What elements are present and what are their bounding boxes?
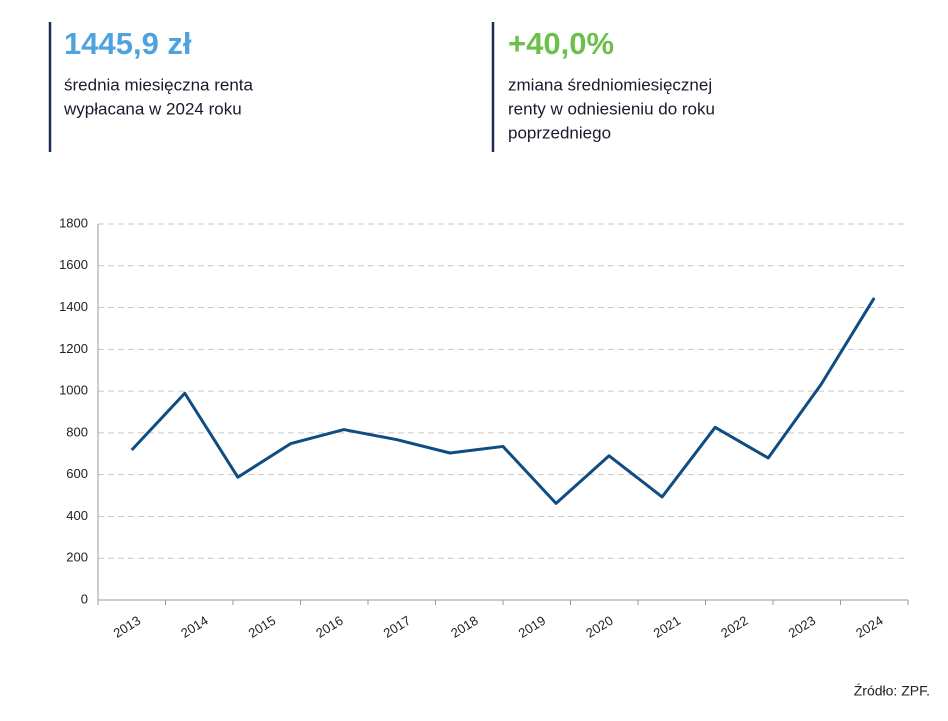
kpi-description: poprzedniego xyxy=(508,123,611,142)
x-tick-label: 2016 xyxy=(313,613,345,641)
y-tick-label: 1600 xyxy=(59,257,88,272)
x-tick-label: 2019 xyxy=(516,613,548,641)
y-tick-label: 400 xyxy=(66,508,88,523)
data-line xyxy=(130,297,876,505)
x-tick-label: 2021 xyxy=(651,613,683,641)
y-tick-label: 1800 xyxy=(59,215,88,230)
kpi-description: renty w odniesieniu do roku xyxy=(508,99,715,118)
x-tick-label: 2018 xyxy=(448,613,480,641)
kpi-description: średnia miesięczna renta xyxy=(64,75,254,94)
x-tick-label: 2022 xyxy=(718,613,750,641)
x-tick-label: 2024 xyxy=(853,613,885,641)
x-tick-label: 2020 xyxy=(583,613,615,641)
kpi-value: 1445,9 zł xyxy=(64,26,192,61)
y-tick-label: 1200 xyxy=(59,341,88,356)
y-tick-label: 0 xyxy=(81,591,88,606)
y-tick-label: 800 xyxy=(66,424,88,439)
x-tick-label: 2013 xyxy=(111,613,143,641)
y-tick-label: 600 xyxy=(66,466,88,481)
y-tick-label: 1000 xyxy=(59,383,88,398)
y-tick-label: 1400 xyxy=(59,299,88,314)
x-tick-label: 2015 xyxy=(246,613,278,641)
x-tick-label: 2014 xyxy=(178,613,210,641)
y-tick-label: 200 xyxy=(66,550,88,565)
x-tick-label: 2023 xyxy=(786,613,818,641)
x-tick-label: 2017 xyxy=(381,613,413,641)
source-note: Źródło: ZPF. xyxy=(854,683,930,699)
kpi-value: +40,0% xyxy=(508,26,614,61)
kpi-description: wypłacana w 2024 roku xyxy=(63,99,242,118)
kpi-description: zmiana średniomiesięcznej xyxy=(508,75,712,94)
